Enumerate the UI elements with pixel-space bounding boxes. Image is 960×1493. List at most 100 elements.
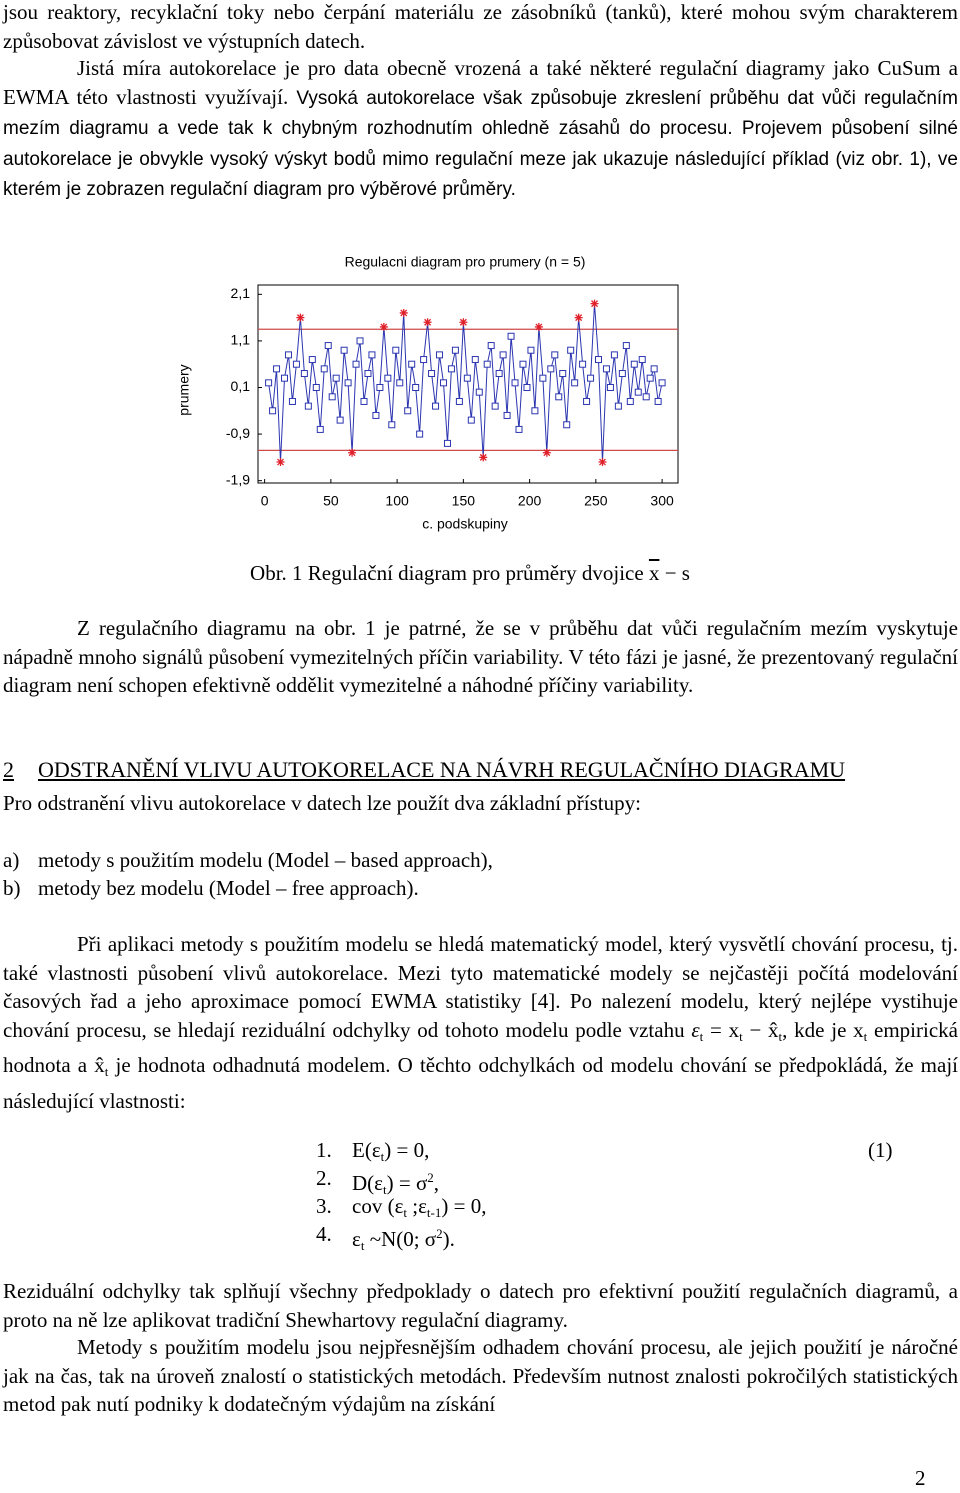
data-point	[344, 379, 352, 387]
data-point	[340, 346, 348, 354]
data-point	[539, 374, 547, 382]
data-point	[316, 425, 324, 433]
data-point	[308, 356, 316, 364]
text-run: x	[648, 561, 660, 585]
outlier-marker	[296, 313, 305, 322]
x-tick-label: 0	[261, 493, 269, 509]
outlier-marker	[598, 458, 607, 467]
data-point	[396, 379, 404, 387]
data-point	[467, 416, 475, 424]
data-point	[483, 360, 491, 368]
data-point	[618, 370, 626, 378]
data-point	[638, 356, 646, 364]
x-tick-label: 150	[452, 493, 476, 509]
y-tick-label: 0,1	[231, 378, 251, 394]
data-line	[268, 303, 663, 463]
data-point	[356, 337, 364, 345]
data-point	[471, 356, 479, 364]
data-point	[428, 370, 436, 378]
data-point	[432, 402, 440, 410]
x-tick-label: 50	[323, 493, 339, 509]
text-run: t	[380, 1149, 385, 1164]
data-point	[579, 360, 587, 368]
text-run: E(ε	[352, 1138, 381, 1162]
page-number: 2	[915, 1466, 926, 1490]
data-point	[630, 360, 638, 368]
data-point	[495, 370, 503, 378]
text-run: ).	[442, 1227, 455, 1251]
outlier-marker	[423, 318, 432, 327]
outlier-marker	[542, 448, 551, 457]
equation-number: 4.	[316, 1222, 332, 1246]
y-tick-label: -1,9	[226, 471, 250, 487]
text-run: jsou reaktory, recyklační toky nebo čerp…	[3, 0, 958, 53]
list-marker: b)	[3, 876, 21, 900]
y-tick-label: 1,1	[231, 332, 251, 348]
paragraph: Jistá míra autokorelace je pro data obec…	[3, 54, 958, 205]
data-point	[273, 365, 281, 373]
paragraph: jsou reaktory, recyklační toky nebo čerp…	[3, 0, 958, 55]
text-run: Obr. 1 Regulační diagram pro průměry dvo…	[250, 561, 649, 585]
data-point	[388, 421, 396, 429]
list-marker: a)	[3, 848, 20, 872]
data-point	[654, 397, 662, 405]
data-point	[265, 379, 273, 387]
outlier-marker	[276, 458, 285, 467]
text-run: 2	[436, 1226, 443, 1241]
text-run: t	[778, 1028, 783, 1044]
data-point	[626, 397, 634, 405]
text-run: t	[104, 1064, 109, 1080]
equation-text: D(εt) = σ2,	[352, 1164, 439, 1204]
data-point	[531, 407, 539, 415]
paragraph: Reziduální odchylky tak splňují všechny …	[3, 1277, 958, 1334]
text-run: ~N(0; σ	[364, 1227, 437, 1251]
data-point	[420, 356, 428, 364]
text-run: ) = σ	[386, 1171, 428, 1195]
data-point	[507, 332, 515, 340]
list-item: b) metody bez modelu (Model – free approa…	[3, 874, 419, 902]
data-point	[312, 383, 320, 391]
text-run: t	[360, 1238, 365, 1253]
data-point	[455, 397, 463, 405]
paragraph: Z regulačního diagramu na obr. 1 je patr…	[3, 614, 958, 700]
outlier-marker	[574, 313, 583, 322]
data-point	[292, 360, 300, 368]
data-point	[280, 374, 288, 382]
data-point	[304, 402, 312, 410]
text-run: je hodnota odhadnutá modelem. O těchto o…	[3, 1053, 959, 1113]
outlier-marker	[590, 299, 599, 308]
data-point	[563, 421, 571, 429]
list-text: metody s použitím modelu (Model – based …	[38, 848, 493, 872]
data-point	[288, 397, 296, 405]
outlier-marker	[534, 322, 543, 331]
x-tick-label: 300	[650, 493, 674, 509]
heading: 2 ODSTRANĚNÍ VLIVU AUTOKORELACE NA NÁVRH …	[3, 756, 845, 784]
text-run: t	[699, 1028, 704, 1044]
data-point	[368, 351, 376, 359]
data-point	[324, 342, 332, 350]
data-point	[622, 342, 630, 350]
equation-text: cov (εt ;εt-1) = 0,	[352, 1192, 486, 1227]
data-point	[384, 374, 392, 382]
data-point	[408, 360, 416, 368]
data-point	[487, 342, 495, 350]
data-point	[300, 370, 308, 378]
data-point	[614, 402, 622, 410]
x-axis-label: c. podskupiny	[422, 516, 508, 532]
data-point	[527, 346, 535, 354]
outlier-marker	[459, 318, 468, 327]
data-point	[606, 383, 614, 391]
data-point	[463, 374, 471, 382]
outlier-marker	[348, 448, 357, 457]
text-run: t	[739, 1028, 743, 1044]
equation-number: 2.	[316, 1166, 332, 1190]
equation-label: (1)	[868, 1138, 893, 1162]
caption: Obr. 1 Regulační diagram pro průměry dvo…	[0, 559, 940, 588]
paragraph: Pro odstranění vlivu autokorelace v date…	[3, 789, 958, 818]
data-point	[269, 407, 277, 415]
text-run: cov (ε	[352, 1194, 404, 1218]
data-point	[364, 370, 372, 378]
text-run: ε	[691, 1017, 700, 1042]
data-point	[439, 379, 447, 387]
